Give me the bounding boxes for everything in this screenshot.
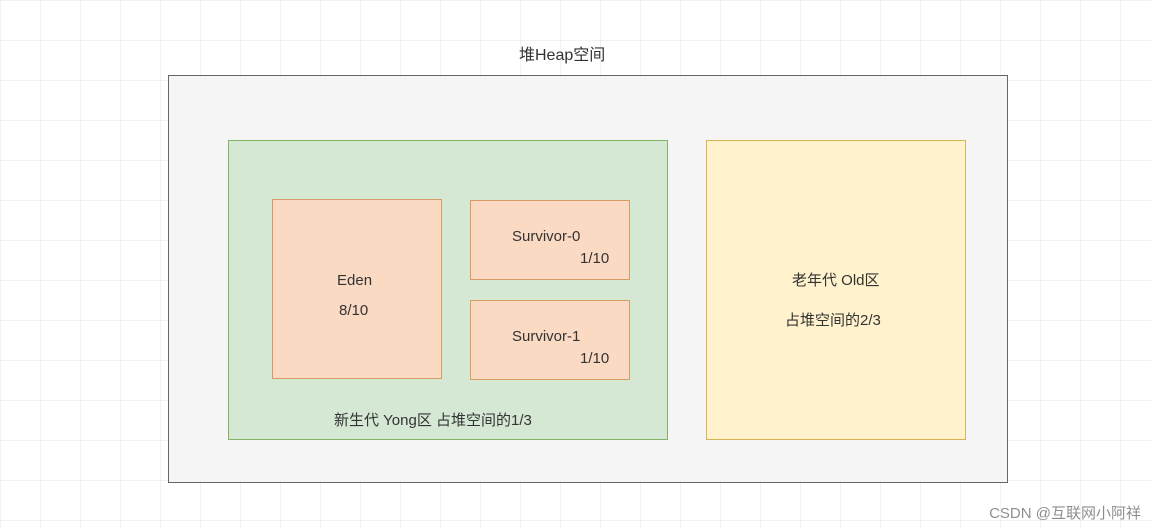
eden-label: Eden bbox=[337, 272, 372, 289]
watermark-text: CSDN @互联网小阿祥 bbox=[989, 502, 1141, 523]
eden-ratio-label: 8/10 bbox=[339, 302, 368, 319]
old-gen-ratio-label: 占堆空间的2/3 bbox=[785, 309, 881, 330]
survivor1-ratio-label: 1/10 bbox=[580, 350, 609, 367]
diagram-title: 堆Heap空间 bbox=[519, 41, 605, 65]
old-gen-box bbox=[706, 140, 966, 440]
old-gen-label: 老年代 Old区 bbox=[792, 269, 880, 290]
young-gen-label: 新生代 Yong区 占堆空间的1/3 bbox=[334, 409, 532, 430]
survivor0-ratio-label: 1/10 bbox=[580, 250, 609, 267]
eden-box bbox=[272, 199, 442, 379]
survivor0-label: Survivor-0 bbox=[512, 228, 580, 245]
survivor1-label: Survivor-1 bbox=[512, 328, 580, 345]
